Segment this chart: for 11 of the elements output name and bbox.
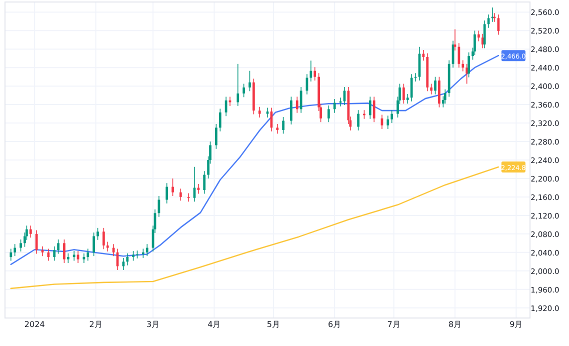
x-tick-label: 9月 [510,320,523,329]
x-tick-label: 2024 [24,320,45,329]
line-series [10,54,500,266]
x-tick-label: 7月 [387,320,400,329]
x-tick-label: 5月 [266,320,280,329]
x-tick-label: 3月 [146,320,160,329]
x-tick-label: 8月 [448,320,462,329]
x-tick-label: 2月 [89,320,102,329]
line-series [10,166,500,290]
x-tick-label: 4月 [208,320,221,329]
x-tick-label: 6月 [328,320,342,329]
